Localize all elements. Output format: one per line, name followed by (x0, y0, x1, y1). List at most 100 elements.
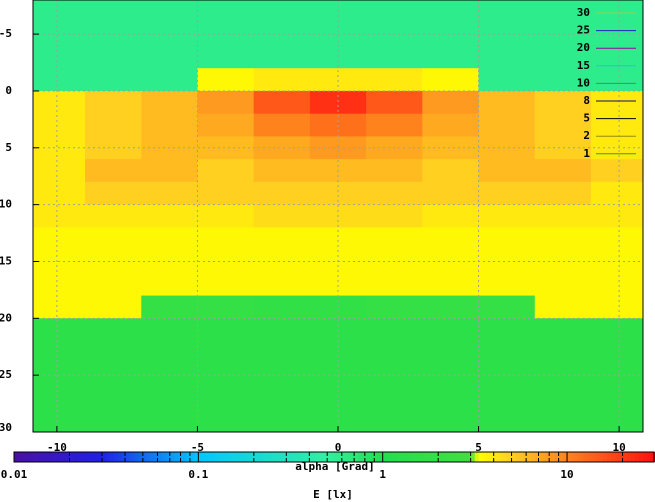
heatmap-cell (534, 204, 592, 228)
heatmap-cell (590, 341, 643, 365)
heatmap-cell (590, 318, 643, 342)
heatmap-cell (534, 159, 592, 183)
heatmap-cell (422, 409, 480, 432)
colorbar-segment (506, 452, 512, 462)
heatmap-cell (197, 295, 255, 319)
y-tick-label: -5 (0, 27, 12, 40)
colorbar-segment (178, 452, 183, 462)
colorbar-segment (278, 452, 284, 462)
heatmap-cell (309, 45, 367, 69)
heatmap-cell (141, 90, 198, 115)
colorbar-segment (86, 452, 91, 462)
heatmap-cell (309, 386, 367, 410)
heatmap-cell (478, 136, 536, 160)
heatmap-cell (253, 341, 311, 365)
heatmap-cell (534, 68, 592, 92)
heatmap-cell (422, 363, 480, 388)
heatmap-cell (534, 295, 592, 319)
heatmap-cell (478, 22, 536, 46)
colorbar-segment (218, 452, 223, 462)
x-tick-label: 10 (612, 441, 625, 454)
heatmap-cell (534, 90, 592, 115)
heatmap-cell (590, 204, 643, 228)
heatmap-cell (309, 181, 367, 206)
colorbar-segment (90, 452, 95, 462)
heatmap-cell (253, 0, 311, 24)
heatmap-cell (197, 181, 255, 206)
colorbar-segment (74, 452, 79, 462)
colorbar-segment (566, 452, 572, 462)
colorbar-segment (430, 452, 436, 462)
heatmap-cell (422, 159, 480, 183)
y-tick-label: 0 (5, 84, 12, 97)
colorbar-segment (386, 452, 392, 462)
heatmap-cell (309, 227, 367, 251)
colorbar-segment (602, 452, 608, 462)
colorbar-segment (630, 452, 636, 462)
colorbar-segment (174, 452, 179, 462)
heatmap-cell (33, 159, 86, 183)
colorbar-segment (330, 452, 336, 462)
colorbar-segment (226, 452, 231, 462)
colorbar-segment (194, 452, 199, 462)
y-tick-label: 10 (0, 198, 12, 211)
heatmap-cell (534, 181, 592, 206)
colorbar-segment (170, 452, 175, 462)
heatmap-cell (309, 295, 367, 319)
x-tick-label: -10 (47, 441, 67, 454)
colorbar-segment (54, 452, 59, 462)
heatmap-cell (478, 363, 536, 388)
colorbar-segment (458, 452, 464, 462)
colorbar-segment (362, 452, 368, 462)
heatmap-cell (141, 159, 198, 183)
heatmap-cell (33, 409, 86, 432)
colorbar-segment (598, 452, 604, 462)
colorbar-tick-label: 0.1 (188, 468, 208, 481)
colorbar-segment (34, 452, 39, 462)
heatmap-cell (33, 113, 86, 137)
heatmap-cell (253, 68, 311, 92)
heatmap-cell (197, 341, 255, 365)
legend-label: 2 (583, 129, 590, 142)
colorbar-segment (214, 452, 219, 462)
heatmap-cell (590, 272, 643, 297)
heatmap (33, 0, 643, 432)
y-tick-label: 30 (0, 421, 12, 434)
heatmap-cell (534, 341, 592, 365)
colorbar-segment (582, 452, 588, 462)
colorbar-segment (574, 452, 580, 462)
heatmap-cell (197, 113, 255, 137)
colorbar-segment (426, 452, 432, 462)
colorbar-segment (450, 452, 456, 462)
colorbar-segment (390, 452, 396, 462)
heatmap-cell (422, 0, 480, 24)
heatmap-cell (253, 272, 311, 297)
colorbar-segment (518, 452, 524, 462)
colorbar-segment (254, 452, 259, 462)
colorbar-segment (258, 452, 263, 462)
colorbar-segment (614, 452, 620, 462)
heatmap-cell (197, 318, 255, 342)
legend-label: 5 (583, 112, 590, 125)
colorbar-segment (66, 452, 71, 462)
heatmap-cell (422, 22, 480, 46)
colorbar-segment (418, 452, 424, 462)
colorbar-segment (238, 452, 243, 462)
colorbar-segment (474, 452, 480, 462)
colorbar-segment (626, 452, 632, 462)
colorbar-segment (354, 452, 360, 462)
heatmap-cell (478, 45, 536, 69)
heatmap-cell (422, 318, 480, 342)
colorbar-segment (438, 452, 444, 462)
colorbar-segment (478, 452, 484, 462)
colorbar-segment (186, 452, 191, 462)
heatmap-cell (478, 318, 536, 342)
heatmap-cell (366, 341, 423, 365)
heatmap-cell (85, 295, 142, 319)
colorbar-segment (326, 452, 332, 462)
colorbar-segment (422, 452, 428, 462)
colorbar-segment (586, 452, 592, 462)
colorbar-segment (246, 452, 251, 462)
